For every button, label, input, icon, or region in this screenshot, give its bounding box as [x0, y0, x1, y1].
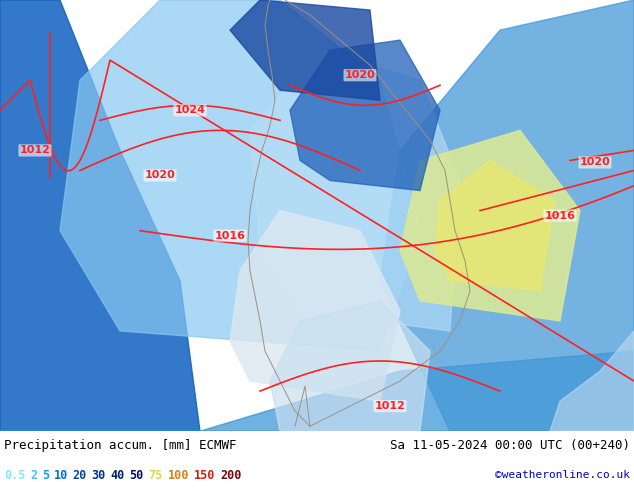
Polygon shape [290, 40, 440, 191]
Text: ©weatheronline.co.uk: ©weatheronline.co.uk [495, 470, 630, 480]
Polygon shape [250, 50, 460, 331]
Text: 5: 5 [42, 469, 49, 482]
Text: 30: 30 [91, 469, 106, 482]
Polygon shape [0, 0, 200, 431]
Text: 100: 100 [167, 469, 189, 482]
Text: 40: 40 [110, 469, 125, 482]
Text: 20: 20 [72, 469, 87, 482]
Text: 10: 10 [53, 469, 68, 482]
Polygon shape [435, 160, 555, 291]
Text: 0.5: 0.5 [4, 469, 25, 482]
Text: 1012: 1012 [20, 146, 51, 155]
Text: 1020: 1020 [145, 171, 176, 180]
Text: 1016: 1016 [545, 211, 576, 220]
Text: 150: 150 [194, 469, 216, 482]
Text: 2: 2 [30, 469, 37, 482]
Polygon shape [400, 130, 580, 321]
Text: Sa 11-05-2024 00:00 UTC (00+240): Sa 11-05-2024 00:00 UTC (00+240) [390, 440, 630, 452]
Polygon shape [0, 351, 634, 431]
Polygon shape [230, 211, 400, 401]
Polygon shape [550, 331, 634, 431]
Text: 1020: 1020 [579, 157, 611, 168]
Polygon shape [270, 301, 430, 431]
Text: Precipitation accum. [mm] ECMWF: Precipitation accum. [mm] ECMWF [4, 440, 236, 452]
Polygon shape [380, 0, 634, 431]
Text: 50: 50 [129, 469, 144, 482]
Text: 1012: 1012 [375, 401, 405, 411]
Text: 200: 200 [221, 469, 242, 482]
Text: 75: 75 [148, 469, 163, 482]
Text: 1016: 1016 [214, 231, 245, 241]
Text: 1024: 1024 [174, 105, 205, 115]
Polygon shape [230, 0, 380, 100]
Text: 1020: 1020 [345, 70, 375, 80]
Polygon shape [60, 0, 420, 351]
